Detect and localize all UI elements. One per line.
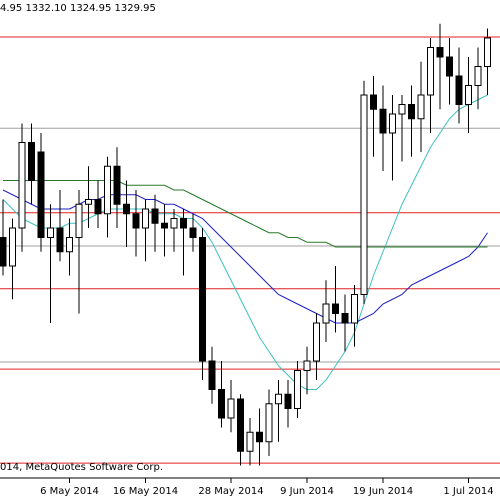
x-tick-label: 1 Jul 2014 [443,486,493,497]
x-tick-label: 9 Jun 2014 [280,486,334,497]
candle-body [360,94,368,295]
candle-body [341,313,349,324]
candle-body [484,37,491,67]
candle-body [75,203,83,238]
candle-body [218,389,225,419]
candle-body [465,85,472,105]
candle-body [332,303,339,314]
candle-body [142,208,149,229]
candle-body [427,47,434,96]
candle-body [436,47,444,58]
moving-average [3,180,488,248]
candle-body [256,431,263,443]
candle-body [199,237,206,362]
candle-body [94,199,102,215]
x-tick-label: 28 May 2014 [198,486,263,497]
candle-body [237,398,244,452]
candle-body [85,199,92,205]
candle-body [18,142,26,229]
candle-body [151,208,159,224]
candle-body [322,303,330,324]
candle-body [189,227,197,238]
candle-body [294,370,301,409]
candle-body [265,403,273,443]
candle-body [28,142,35,181]
candle-body [0,237,7,267]
candle-body [66,237,73,253]
candle-body [398,104,406,115]
candle-body [313,322,320,362]
candle-body [56,227,64,253]
candle-body [161,222,168,229]
candle-body [246,431,254,452]
candle-body [446,56,453,77]
candle-body [303,360,311,371]
candle-body [408,104,415,120]
candle-body [170,218,178,229]
moving-average [2,189,488,324]
candle-body [208,360,216,390]
x-tick-label: 16 May 2014 [113,486,178,497]
x-tick-label: 6 May 2014 [40,486,99,497]
candle-body [37,151,45,238]
candle-body [455,75,463,105]
candle-body [123,203,130,215]
candle-body [389,113,396,134]
candle-body [284,393,292,409]
candle-body [47,227,54,238]
candle-body [227,398,235,419]
ohlc-header: 4.95 1332.10 1324.95 1329.95 [0,3,156,14]
moving-average [2,94,488,390]
candle-body [474,66,482,86]
candle-body [351,294,358,324]
candle-body [132,213,140,229]
copyright: 014, MetaQuotes Software Corp. [0,462,163,473]
x-tick-label: 19 Jun 2014 [353,486,413,497]
candle-body [417,94,425,120]
candle-body [180,218,187,229]
candle-body [104,165,111,215]
candle-body [370,94,377,110]
candle-body [275,393,282,405]
candle-body [379,108,387,134]
candle-body [9,227,16,267]
candle-body [113,165,121,205]
